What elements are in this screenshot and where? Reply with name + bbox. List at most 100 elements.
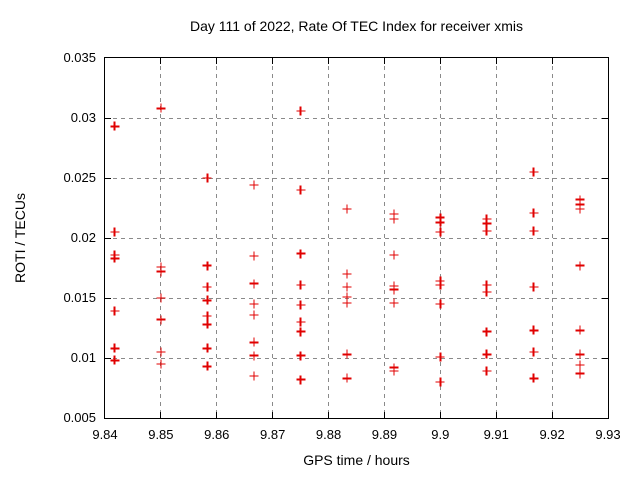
data-point-marker — [575, 199, 585, 209]
data-point-marker — [296, 280, 306, 290]
data-point-marker — [296, 351, 306, 361]
data-point-marker — [156, 347, 166, 357]
data-point-marker — [482, 280, 492, 290]
y-tick — [602, 297, 608, 299]
data-point-marker — [342, 282, 352, 292]
data-point-marker — [435, 227, 445, 237]
data-point-marker — [249, 371, 259, 381]
x-tick-label: 9.9 — [431, 427, 450, 442]
data-point-marker — [529, 167, 539, 177]
data-point-marker — [482, 214, 492, 224]
x-tick-label: 9.85 — [148, 427, 174, 442]
data-point-marker — [435, 299, 445, 309]
data-point-marker — [249, 310, 259, 320]
data-point-marker — [389, 209, 399, 219]
x-tick — [383, 412, 385, 418]
data-point-marker — [482, 226, 492, 236]
data-point-marker — [296, 185, 306, 195]
data-point-marker — [435, 352, 445, 362]
data-point-marker — [202, 173, 212, 183]
data-point-marker — [249, 299, 259, 309]
x-tick — [160, 412, 162, 418]
data-point-marker — [296, 327, 306, 337]
data-point-marker — [342, 204, 352, 214]
x-tick-label: 9.88 — [315, 427, 342, 442]
data-point-marker — [110, 227, 119, 237]
data-point-marker — [575, 369, 585, 379]
data-point-marker — [296, 106, 306, 116]
data-point-marker — [435, 217, 445, 227]
data-point-marker — [110, 253, 119, 263]
data-point-marker — [202, 282, 212, 292]
data-point-marker — [482, 327, 492, 337]
x-tick-label: 9.91 — [483, 427, 509, 442]
data-point-marker — [249, 279, 259, 289]
data-point-marker — [529, 373, 539, 383]
y-tick — [105, 177, 111, 179]
y-tick-label: 0.01 — [70, 350, 96, 365]
data-point-marker — [529, 282, 539, 292]
data-point-marker — [482, 349, 492, 359]
y-gridline — [105, 297, 608, 299]
x-tick-label: 9.89 — [371, 427, 398, 442]
data-point-marker — [249, 251, 259, 261]
x-tick-label: 9.93 — [595, 427, 621, 442]
data-point-marker — [342, 269, 352, 279]
x-tick — [328, 412, 330, 418]
data-point-marker — [389, 214, 399, 224]
y-tick — [105, 357, 111, 359]
data-point-marker — [342, 292, 352, 302]
data-point-marker — [575, 360, 585, 370]
y-tick-label: 0.005 — [63, 410, 96, 425]
y-tick — [602, 237, 608, 239]
x-tick — [439, 412, 441, 418]
data-point-marker — [156, 103, 166, 113]
data-point-marker — [202, 311, 212, 321]
data-point-marker — [342, 373, 352, 383]
y-gridline — [105, 177, 608, 179]
data-point-marker — [249, 351, 259, 361]
data-point-marker — [110, 306, 119, 316]
data-point-marker — [389, 366, 399, 376]
data-point-marker — [529, 325, 539, 335]
data-point-marker — [529, 347, 539, 357]
data-point-marker — [482, 219, 492, 229]
x-tick — [439, 58, 441, 64]
x-tick — [551, 412, 553, 418]
data-point-marker — [110, 121, 119, 131]
y-tick — [105, 117, 111, 119]
data-point-marker — [435, 377, 445, 387]
y-gridline — [105, 117, 608, 119]
data-point-marker — [575, 195, 585, 205]
data-point-marker — [110, 343, 119, 353]
data-point-marker — [156, 359, 166, 369]
data-point-marker — [482, 366, 492, 376]
x-tick — [216, 412, 218, 418]
data-point-marker — [529, 226, 539, 236]
y-tick-label: 0.03 — [70, 110, 96, 125]
data-point-marker — [296, 300, 306, 310]
x-tick — [160, 58, 162, 64]
data-point-marker — [202, 343, 212, 353]
x-tick-label: 9.86 — [204, 427, 230, 442]
data-point-marker — [342, 298, 352, 308]
data-point-marker — [389, 250, 399, 260]
y-tick-label: 0.025 — [63, 170, 96, 185]
plot-area — [104, 57, 609, 419]
data-point-marker — [249, 180, 259, 190]
data-point-marker — [296, 249, 306, 259]
data-point-marker — [296, 317, 306, 327]
x-tick — [495, 58, 497, 64]
data-point-marker — [575, 261, 585, 271]
data-point-marker — [202, 261, 212, 271]
x-tick — [272, 58, 274, 64]
data-point-marker — [389, 298, 399, 308]
x-tick — [272, 412, 274, 418]
data-point-marker — [435, 280, 445, 290]
data-point-marker — [482, 287, 492, 297]
x-tick — [495, 412, 497, 418]
y-tick — [602, 357, 608, 359]
data-point-marker — [202, 295, 212, 305]
data-point-marker — [296, 375, 306, 385]
data-point-marker — [342, 349, 352, 359]
